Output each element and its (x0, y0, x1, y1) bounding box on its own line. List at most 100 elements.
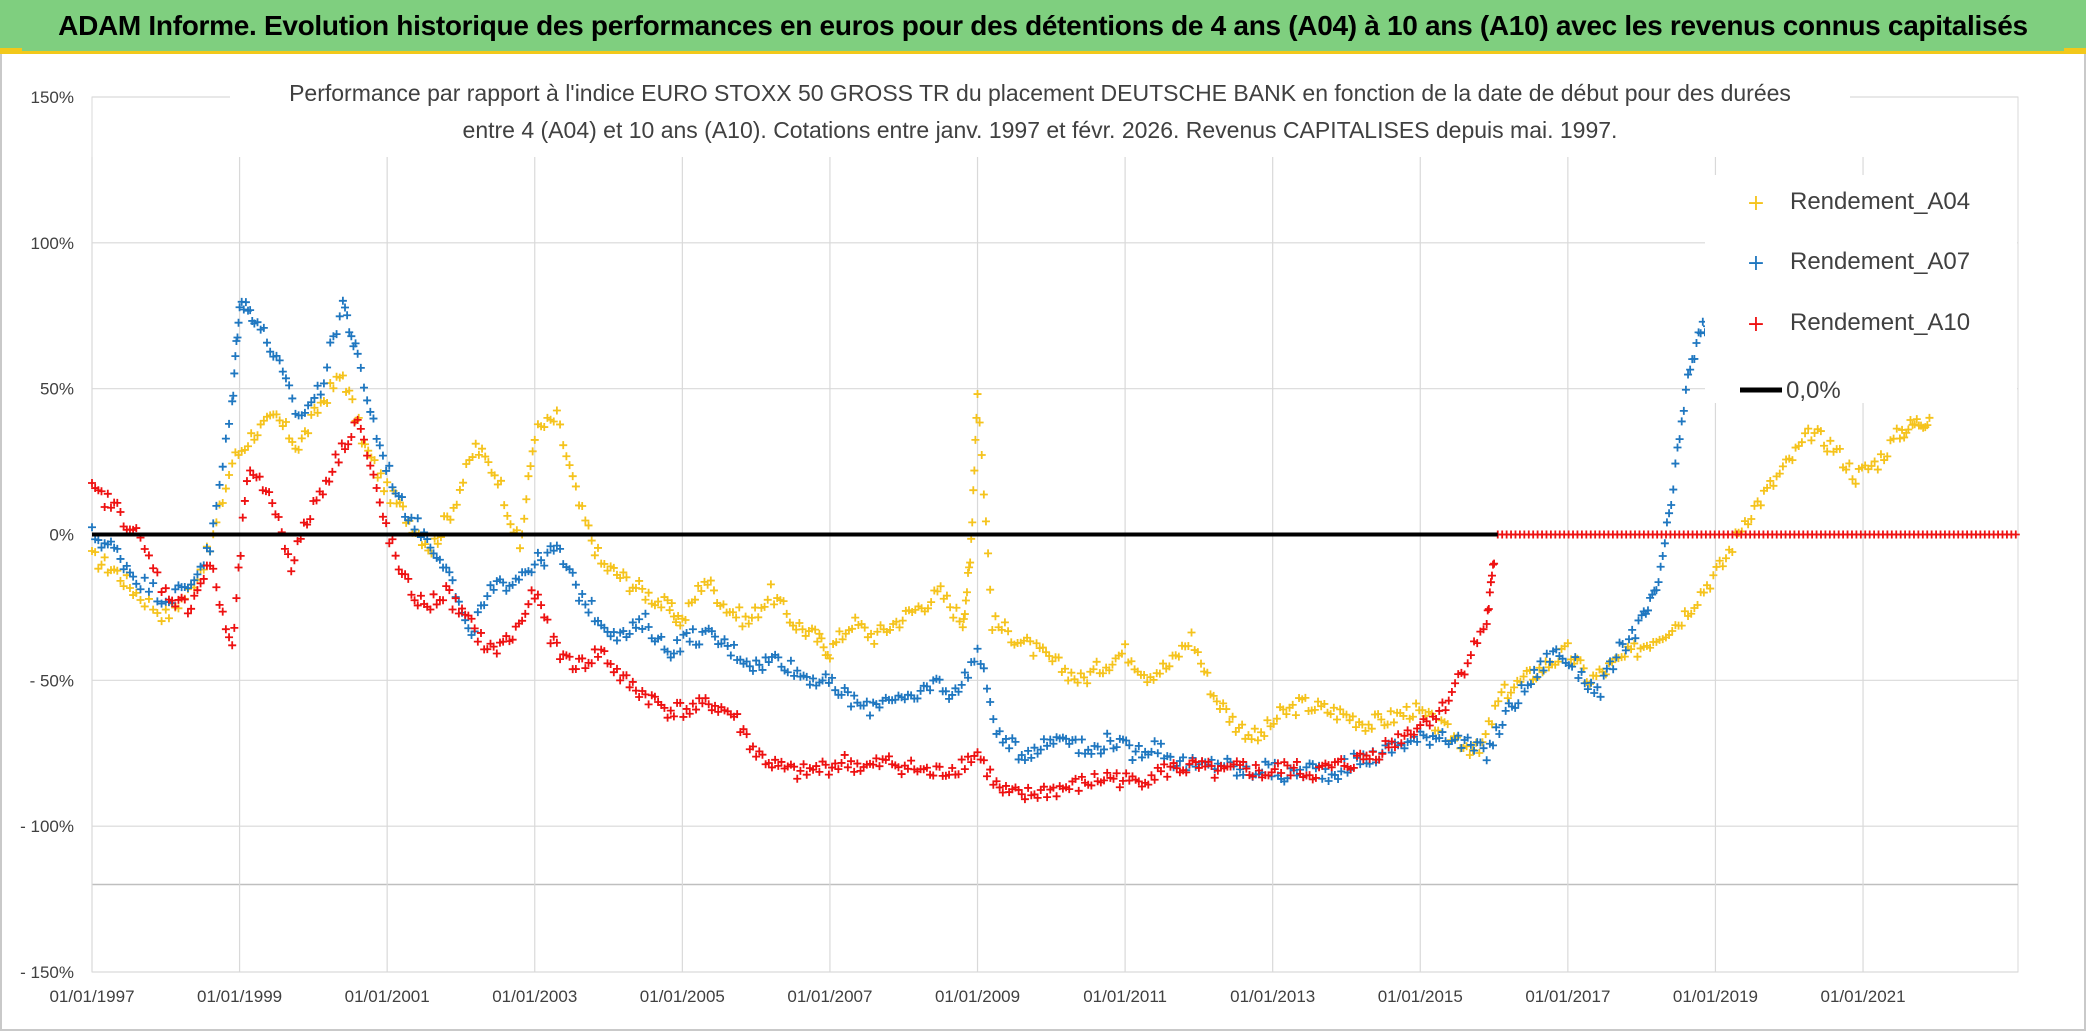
data-point (559, 441, 568, 450)
data-point (410, 596, 419, 605)
data-point (717, 639, 726, 648)
data-point (1062, 734, 1071, 743)
data-point (1625, 635, 1633, 644)
data-point (1422, 717, 1431, 726)
data-point (1122, 736, 1131, 745)
data-point (802, 770, 811, 779)
data-point (578, 590, 587, 599)
data-point (323, 363, 332, 372)
data-point (1204, 757, 1213, 766)
data-point (957, 755, 966, 764)
legend-item-zero[interactable]: 0,0% (1740, 377, 1841, 404)
data-point (1487, 571, 1496, 580)
data-point (1925, 413, 1934, 422)
data-point (1394, 730, 1403, 739)
data-point (524, 472, 533, 481)
data-point (527, 568, 536, 577)
data-point (926, 686, 935, 695)
data-point (663, 713, 672, 722)
data-point (543, 548, 552, 557)
data-point (952, 603, 961, 612)
data-point (1197, 659, 1205, 668)
data-point (935, 762, 944, 771)
data-point (171, 602, 180, 611)
data-point (1292, 757, 1301, 766)
data-point (752, 656, 761, 665)
data-point (370, 456, 379, 465)
data-point (1539, 666, 1548, 675)
data-point (520, 514, 529, 523)
data-point (1024, 783, 1033, 792)
data-point (1519, 672, 1528, 681)
data-point (113, 544, 122, 553)
data-point (1079, 673, 1088, 682)
data-point (247, 429, 256, 438)
data-point (1093, 742, 1102, 751)
data-point (779, 597, 788, 606)
data-point (1870, 457, 1879, 466)
data-point (1289, 763, 1298, 772)
data-point (907, 756, 916, 765)
data-point (1375, 755, 1384, 764)
data-point (799, 760, 808, 769)
data-point (711, 701, 720, 710)
legend-item-a10[interactable]: + Rendement_A10 (1747, 309, 1970, 337)
data-point (294, 445, 303, 454)
data-point (672, 618, 681, 627)
legend-item-a04[interactable]: + Rendement_A04 (1747, 188, 1970, 216)
data-point (1652, 586, 1661, 595)
data-point (685, 709, 694, 718)
data-point (1536, 657, 1545, 666)
data-point (232, 594, 241, 603)
data-point (1621, 646, 1630, 655)
data-point (1045, 651, 1054, 660)
data-point (1462, 742, 1471, 751)
data-point (1510, 683, 1519, 692)
data-point (218, 499, 227, 508)
data-point (1065, 785, 1074, 794)
data-point (1668, 626, 1677, 635)
data-point (1159, 659, 1168, 668)
data-point (1679, 406, 1688, 415)
data-point (454, 609, 463, 618)
data-point (811, 625, 820, 634)
data-point (94, 536, 103, 545)
data-point (1475, 749, 1484, 758)
data-point (891, 695, 900, 704)
data-point (754, 613, 763, 622)
data-point (1473, 639, 1482, 648)
data-point (1842, 465, 1851, 474)
data-point (1283, 761, 1292, 770)
data-point (376, 469, 385, 478)
data-point (676, 621, 685, 630)
data-point (1329, 703, 1338, 712)
data-point (1153, 749, 1162, 758)
data-point (228, 397, 237, 406)
data-point (688, 625, 697, 634)
data-point (1387, 748, 1396, 757)
data-point (973, 748, 982, 757)
data-point (970, 657, 979, 666)
data-point (429, 590, 438, 599)
data-point (1336, 705, 1345, 714)
data-point (777, 757, 786, 766)
data-point (1665, 509, 1674, 518)
data-point (1681, 385, 1690, 394)
data-point (103, 489, 112, 498)
data-point (1479, 744, 1488, 753)
data-point (609, 563, 618, 572)
data-point (1026, 637, 1035, 646)
legend-item-a07[interactable]: + Rendement_A07 (1747, 248, 1970, 276)
data-point (790, 762, 799, 771)
data-point (1476, 738, 1485, 747)
data-point (922, 763, 931, 772)
data-point (363, 451, 372, 460)
data-point (695, 640, 704, 649)
data-point (344, 440, 353, 449)
data-point (543, 615, 552, 624)
data-point (584, 608, 593, 617)
data-point (106, 537, 115, 546)
data-point (187, 604, 196, 613)
data-point (318, 490, 327, 499)
data-point (929, 771, 938, 780)
